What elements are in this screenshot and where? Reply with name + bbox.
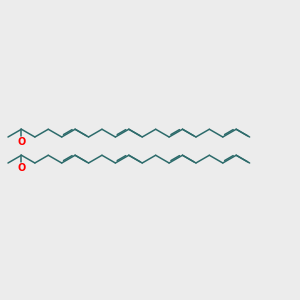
Text: O: O (17, 163, 26, 173)
Text: O: O (17, 137, 26, 147)
